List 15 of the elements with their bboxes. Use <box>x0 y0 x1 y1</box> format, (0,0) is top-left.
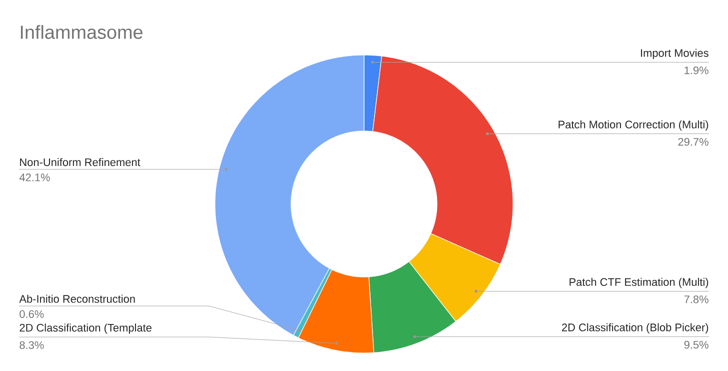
data-label: 1.9% <box>684 66 708 74</box>
data-label: 42.1% <box>19 174 50 182</box>
chart-title: Inflammasome <box>20 25 142 39</box>
slice-label: Patch Motion Correction (Multi) <box>558 120 708 131</box>
data-label: 9.5% <box>684 340 708 349</box>
slice-label: 2D Classification (Template <box>20 324 152 334</box>
data-label: 29.7% <box>678 138 708 146</box>
data-label: 7.8% <box>684 295 708 304</box>
slice-label: 2D Classification (Blob Picker) <box>562 323 708 334</box>
slice-label: Patch CTF Estimation (Multi) <box>570 278 708 288</box>
slice-label: Non-Uniform Refinement <box>20 158 140 166</box>
slice-label: Import Movies <box>641 48 708 60</box>
slice-label: Ab-Initio Reconstruction <box>19 294 135 303</box>
data-label: 0.6% <box>20 310 44 318</box>
data-label: 8.3% <box>20 341 44 349</box>
